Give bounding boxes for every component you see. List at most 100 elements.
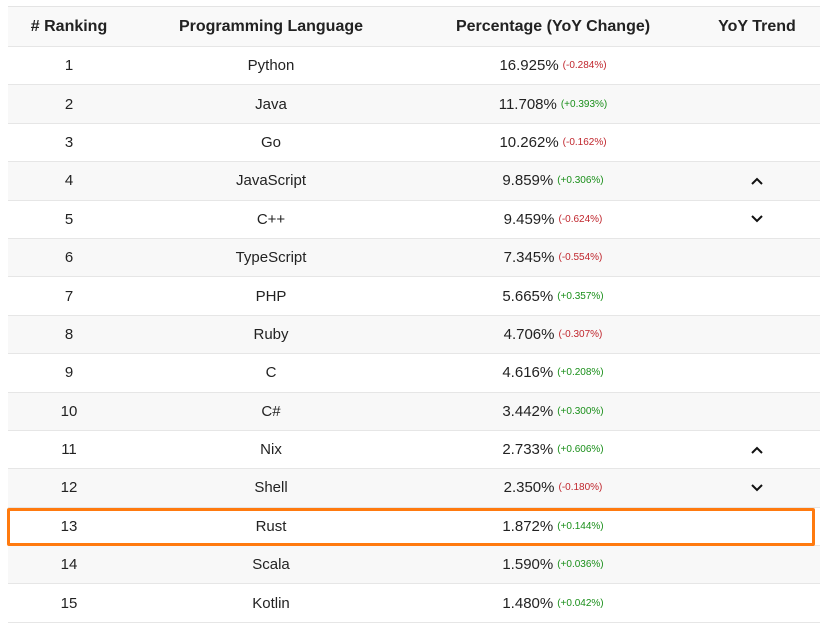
yoy-change: (-0.180%): [558, 482, 603, 494]
percentage-cell: 4.706% (-0.307%): [412, 316, 694, 353]
percentage-cell: 4.616% (+0.208%): [412, 354, 694, 391]
language-cell: C: [265, 364, 277, 382]
trend-cell: [694, 584, 820, 621]
rank-cell: 8: [64, 325, 74, 343]
header-language[interactable]: Programming Language: [178, 17, 364, 35]
chevron-up-icon: [750, 176, 764, 186]
percentage-cell: 1.480% (+0.042%): [412, 584, 694, 621]
percentage-cell: 1.872% (+0.144%): [412, 508, 694, 545]
table-row[interactable]: 3 Go 10.262% (-0.162%): [8, 123, 820, 163]
language-cell: Ruby: [253, 325, 289, 343]
table-row[interactable]: 13 Rust 1.872% (+0.144%): [8, 507, 820, 547]
language-cell: JavaScript: [235, 172, 307, 190]
rank-cell: 4: [64, 172, 74, 190]
percentage-value: 1.590%: [502, 556, 554, 574]
percentage-cell: 1.590% (+0.036%): [412, 546, 694, 583]
yoy-change: (+0.606%): [557, 444, 604, 456]
trend-cell: [694, 162, 820, 199]
table-row[interactable]: 11 Nix 2.733% (+0.606%): [8, 430, 820, 470]
percentage-cell: 9.459% (-0.624%): [412, 201, 694, 238]
header-rank[interactable]: # Ranking: [30, 17, 108, 35]
percentage-value: 4.706%: [503, 325, 555, 343]
chevron-up-icon: [750, 445, 764, 455]
percentage-cell: 11.708% (+0.393%): [412, 85, 694, 122]
percentage-value: 10.262%: [499, 133, 559, 151]
percentage-cell: 9.859% (+0.306%): [412, 162, 694, 199]
yoy-change: (+0.306%): [557, 175, 604, 187]
rank-cell: 7: [64, 287, 74, 305]
yoy-change: (+0.042%): [557, 597, 604, 609]
yoy-change: (-0.307%): [558, 328, 603, 340]
header-trend[interactable]: YoY Trend: [718, 17, 796, 35]
percentage-cell: 3.442% (+0.300%): [412, 393, 694, 430]
percentage-value: 5.665%: [502, 287, 554, 305]
language-cell: Python: [247, 57, 295, 75]
table-row[interactable]: 14 Scala 1.590% (+0.036%): [8, 546, 820, 585]
yoy-change: (-0.284%): [562, 60, 607, 72]
trend-cell: [694, 508, 820, 545]
trend-cell: [694, 354, 820, 391]
table-row[interactable]: 9 C 4.616% (+0.208%): [8, 354, 820, 393]
table-row[interactable]: 12 Shell 2.350% (-0.180%): [8, 469, 820, 508]
rank-cell: 14: [60, 556, 78, 574]
trend-cell: [694, 469, 820, 506]
percentage-cell: 2.733% (+0.606%): [412, 431, 694, 468]
table-row[interactable]: 7 PHP 5.665% (+0.357%): [8, 277, 820, 316]
yoy-change: (-0.554%): [558, 252, 603, 264]
percentage-value: 4.616%: [502, 364, 554, 382]
language-cell: Kotlin: [252, 594, 290, 612]
trend-cell: [694, 316, 820, 353]
percentage-value: 3.442%: [502, 402, 554, 420]
language-cell: Rust: [255, 517, 287, 535]
chevron-down-icon: [750, 483, 764, 493]
rank-cell: 3: [64, 133, 74, 151]
rank-cell: 15: [60, 594, 78, 612]
language-cell: Nix: [260, 441, 282, 459]
language-cell: Shell: [254, 479, 288, 497]
rank-cell: 10: [60, 402, 78, 420]
table-row[interactable]: 15 Kotlin 1.480% (+0.042%): [8, 584, 820, 623]
percentage-value: 9.859%: [502, 172, 554, 190]
percentage-cell: 10.262% (-0.162%): [412, 124, 694, 161]
percentage-value: 7.345%: [503, 249, 555, 267]
percentage-cell: 16.925% (-0.284%): [412, 47, 694, 84]
trend-cell: [694, 85, 820, 122]
table-header: # Ranking Programming Language Percentag…: [8, 7, 820, 47]
percentage-cell: 5.665% (+0.357%): [412, 277, 694, 314]
trend-cell: [694, 393, 820, 430]
table-row[interactable]: 6 TypeScript 7.345% (-0.554%): [8, 238, 820, 278]
table-row[interactable]: 4 JavaScript 9.859% (+0.306%): [8, 162, 820, 201]
percentage-cell: 7.345% (-0.554%): [412, 239, 694, 276]
table-row[interactable]: 10 C# 3.442% (+0.300%): [8, 392, 820, 431]
trend-cell: [694, 47, 820, 84]
percentage-value: 16.925%: [499, 57, 559, 75]
rank-cell: 6: [64, 249, 74, 267]
trend-cell: [694, 431, 820, 468]
table-row[interactable]: 1 Python 16.925% (-0.284%): [8, 47, 820, 86]
yoy-change: (+0.036%): [557, 559, 604, 571]
percentage-value: 11.708%: [498, 95, 557, 113]
language-cell: Go: [260, 133, 281, 151]
percentage-cell: 2.350% (-0.180%): [412, 469, 694, 506]
language-cell: Java: [255, 95, 287, 113]
language-cell: Scala: [252, 556, 290, 574]
yoy-change: (+0.144%): [557, 520, 604, 532]
yoy-change: (+0.393%): [560, 98, 608, 110]
header-percentage[interactable]: Percentage (YoY Change): [455, 17, 651, 35]
percentage-value: 9.459%: [503, 210, 555, 228]
yoy-change: (+0.208%): [557, 367, 604, 379]
table-row[interactable]: 2 Java 11.708% (+0.393%): [8, 85, 820, 124]
language-cell: C++: [256, 210, 286, 228]
table-row[interactable]: 8 Ruby 4.706% (-0.307%): [8, 315, 820, 355]
rank-cell: 9: [64, 364, 74, 382]
yoy-change: (-0.624%): [558, 213, 603, 225]
ranking-table: # Ranking Programming Language Percentag…: [8, 6, 820, 623]
trend-cell: [694, 546, 820, 583]
chevron-down-icon: [750, 214, 764, 224]
trend-cell: [694, 201, 820, 238]
rank-cell: 2: [64, 95, 74, 113]
trend-cell: [694, 277, 820, 314]
percentage-value: 1.480%: [502, 594, 554, 612]
table-row[interactable]: 5 C++ 9.459% (-0.624%): [8, 200, 820, 239]
trend-cell: [694, 124, 820, 161]
